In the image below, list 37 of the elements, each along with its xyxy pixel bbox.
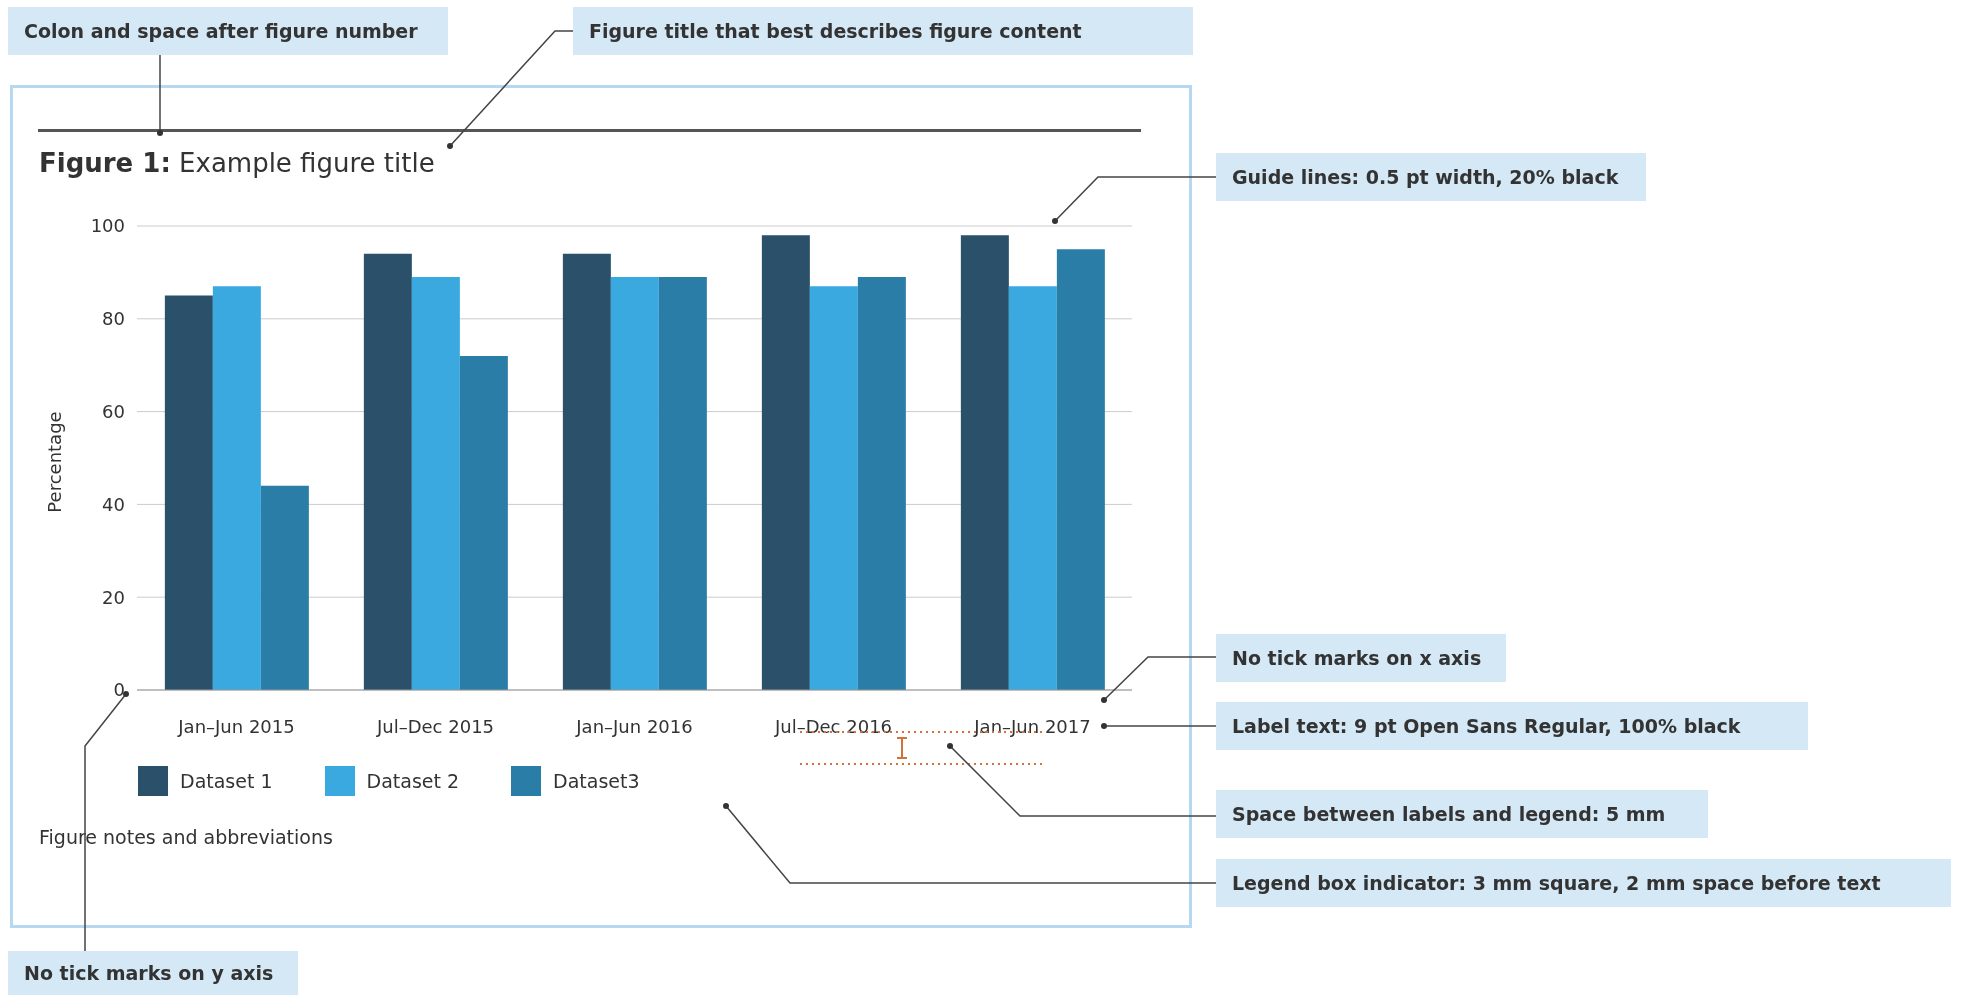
- bar: [1008, 286, 1057, 690]
- text: No tick marks on y axis: [8, 951, 298, 995]
- bar: [761, 235, 810, 690]
- bar: [857, 277, 906, 690]
- text: Figure title that best describes figure content: [573, 7, 1193, 55]
- x-tick-label: Jul–Dec 2015: [375, 715, 495, 737]
- x-tick-label: Jan–Jun 2016: [575, 715, 693, 737]
- y-tick-label: 80: [102, 308, 125, 330]
- text: Legend box indicator: 3 mm square, 2 mm space before text: [1216, 859, 1951, 907]
- text: Guide lines: 0.5 pt width, 20% black: [1216, 153, 1646, 201]
- text: Colon and space after figure number: [8, 7, 448, 55]
- y-tick-label: 20: [102, 586, 125, 608]
- bar: [459, 355, 508, 690]
- chart-title: Figure 1: Example figure title: [39, 148, 435, 178]
- text: No tick marks on x axis: [1216, 634, 1506, 682]
- bar: [363, 253, 412, 690]
- y-tick-label: 60: [102, 400, 125, 422]
- text: Space between labels and legend: 5 mm: [1216, 790, 1708, 838]
- bar: [212, 286, 261, 690]
- bar: [960, 235, 1009, 690]
- legend-label: Dataset 1: [180, 770, 273, 792]
- bar: [658, 277, 707, 690]
- legend-label: Dataset3: [553, 770, 640, 792]
- legend-label: Dataset 2: [366, 770, 460, 792]
- y-tick-label: 0: [113, 679, 125, 701]
- y-tick-label: 40: [102, 493, 125, 515]
- bar: [411, 277, 460, 690]
- y-axis-title: Percentage: [43, 411, 65, 513]
- bar: [610, 277, 659, 690]
- y-tick-label: 100: [90, 215, 125, 237]
- text: Label text: 9 pt Open Sans Regular, 100% black: [1216, 702, 1808, 750]
- x-tick-label: Jan–Jun 2015: [177, 715, 295, 737]
- bar: [164, 295, 213, 690]
- bar: [1056, 249, 1105, 690]
- bar: [260, 485, 309, 690]
- bar: [809, 286, 858, 690]
- bar: [562, 253, 611, 690]
